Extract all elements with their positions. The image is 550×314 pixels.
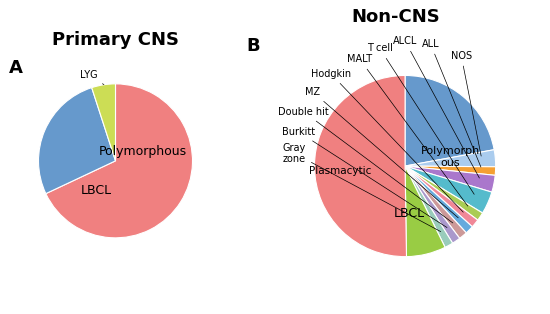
Wedge shape (39, 88, 116, 194)
Wedge shape (405, 166, 445, 257)
Title: Primary CNS: Primary CNS (52, 31, 179, 49)
Text: Polymorphous: Polymorphous (98, 145, 186, 158)
Wedge shape (405, 166, 453, 247)
Text: MALT: MALT (347, 54, 468, 206)
Wedge shape (92, 84, 116, 161)
Text: LYG: LYG (80, 70, 104, 85)
Text: ALCL: ALCL (393, 36, 480, 178)
Wedge shape (46, 84, 192, 238)
Wedge shape (405, 75, 494, 166)
Wedge shape (405, 166, 466, 238)
Text: LBCL: LBCL (81, 184, 112, 197)
Text: A: A (9, 59, 23, 77)
Wedge shape (405, 166, 492, 213)
Wedge shape (405, 166, 478, 227)
Wedge shape (405, 166, 460, 243)
Wedge shape (405, 150, 496, 167)
Wedge shape (405, 166, 496, 175)
Text: T cell: T cell (367, 43, 474, 194)
Text: Plasmacytic: Plasmacytic (309, 165, 371, 176)
Text: B: B (246, 37, 260, 56)
Text: Polymorph
ous: Polymorph ous (421, 146, 480, 168)
Title: Non-CNS: Non-CNS (351, 8, 441, 26)
Text: ALL: ALL (422, 39, 481, 167)
Text: Hodgkin: Hodgkin (311, 69, 463, 212)
Text: MZ: MZ (305, 87, 458, 218)
Text: NOS: NOS (450, 51, 481, 156)
Text: Double hit: Double hit (278, 107, 453, 223)
Wedge shape (405, 166, 472, 233)
Text: Gray
zone: Gray zone (283, 143, 441, 232)
Text: Burkitt: Burkitt (282, 127, 447, 228)
Text: LBCL: LBCL (394, 207, 425, 220)
Wedge shape (405, 166, 495, 192)
Wedge shape (315, 75, 406, 257)
Wedge shape (405, 166, 482, 220)
